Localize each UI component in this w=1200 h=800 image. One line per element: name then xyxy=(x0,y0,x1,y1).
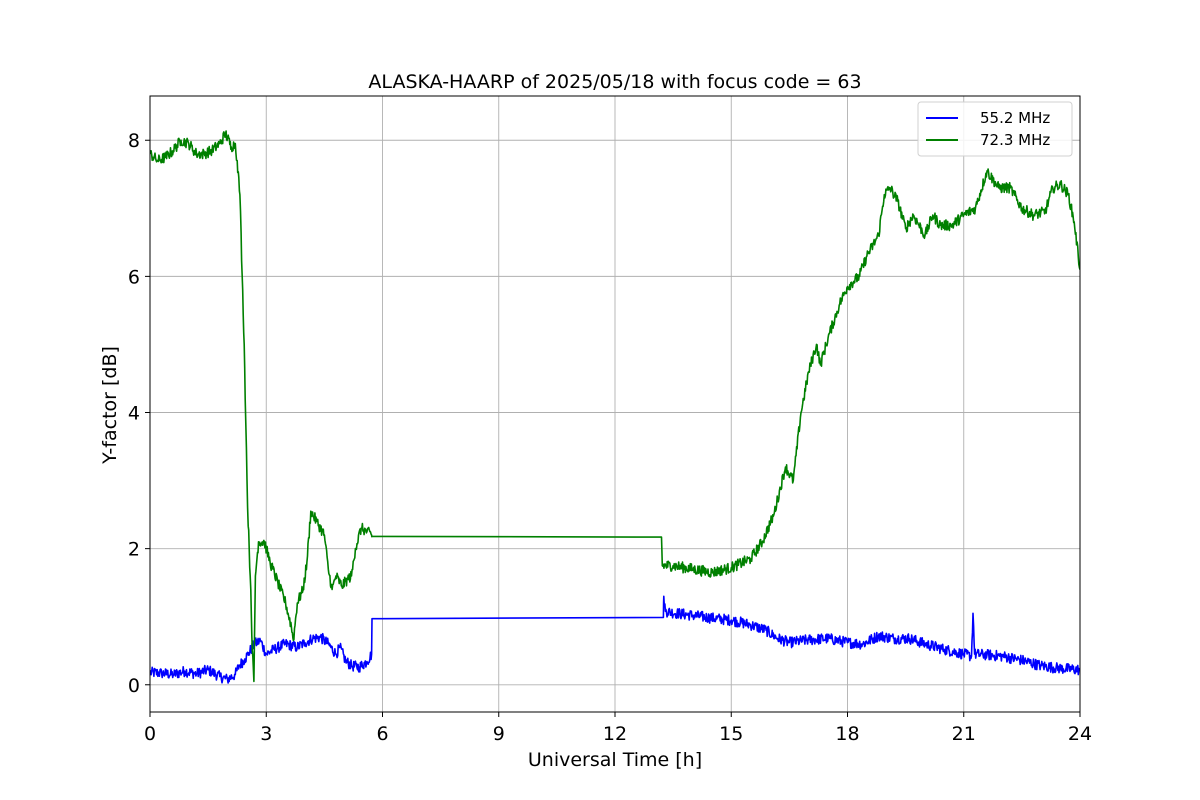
series-line-1 xyxy=(150,130,1080,683)
x-tick-label: 9 xyxy=(493,723,505,745)
y-axis-label: Y-factor [dB] xyxy=(99,346,121,465)
x-tick-label: 0 xyxy=(144,723,156,745)
y-tick-label: 6 xyxy=(128,266,140,288)
x-tick-label: 18 xyxy=(835,723,859,745)
x-tick-label: 24 xyxy=(1068,723,1092,745)
y-axis: 0 2 4 6 8 xyxy=(128,130,150,697)
legend-label-1: 72.3 MHz xyxy=(980,131,1050,149)
x-axis: 0 3 6 9 12 15 18 21 24 xyxy=(144,712,1092,745)
y-tick-label: 4 xyxy=(128,403,140,425)
x-tick-label: 3 xyxy=(260,723,272,745)
x-tick-label: 21 xyxy=(952,723,976,745)
chart-title: ALASKA-HAARP of 2025/05/18 with focus co… xyxy=(368,71,861,93)
series-line-0 xyxy=(150,595,1080,684)
y-tick-label: 8 xyxy=(128,130,140,152)
y-tick-label: 2 xyxy=(128,539,140,561)
x-axis-label: Universal Time [h] xyxy=(528,749,702,771)
legend: 55.2 MHz 72.3 MHz xyxy=(917,101,1073,157)
legend-box xyxy=(917,101,1073,157)
x-tick-label: 6 xyxy=(376,723,388,745)
x-tick-label: 15 xyxy=(719,723,743,745)
x-tick-label: 12 xyxy=(603,723,627,745)
legend-label-0: 55.2 MHz xyxy=(980,109,1050,127)
y-tick-label: 0 xyxy=(128,675,140,697)
plot-area xyxy=(150,130,1080,684)
